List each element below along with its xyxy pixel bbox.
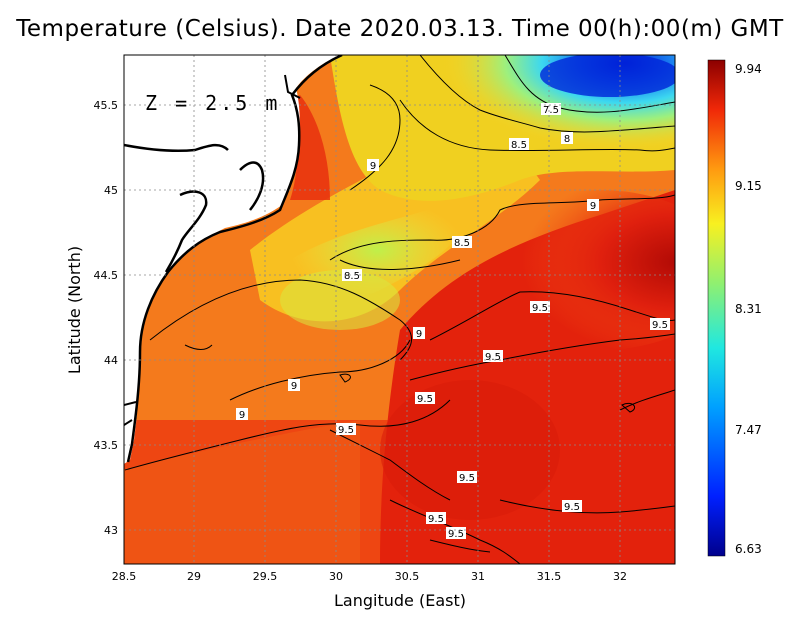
- svg-text:9: 9: [239, 410, 245, 421]
- x-tick: 31: [471, 570, 485, 583]
- colorbar: [707, 59, 726, 557]
- temperature-field: 7.5 8 8.5 9 9 8.5 8.5 9 9.5 9.5 9.5 9 9 …: [124, 55, 675, 564]
- y-tick: 43: [104, 524, 118, 537]
- y-tick: 44: [104, 354, 118, 367]
- svg-text:8.5: 8.5: [511, 140, 527, 151]
- x-tick: 30.5: [395, 570, 420, 583]
- svg-text:9.5: 9.5: [564, 502, 580, 513]
- svg-text:9.5: 9.5: [485, 352, 501, 363]
- coastline: [126, 55, 343, 463]
- svg-text:9: 9: [590, 201, 596, 212]
- svg-text:9.5: 9.5: [417, 394, 433, 405]
- colorbar-ticks: 9.94 9.15 8.31 7.47 6.63: [735, 62, 762, 556]
- svg-text:9.5: 9.5: [338, 425, 354, 436]
- x-tick: 29: [187, 570, 201, 583]
- svg-text:8.5: 8.5: [344, 271, 360, 282]
- colorbar-tick: 9.94: [735, 62, 762, 76]
- y-axis-ticks: 43 43.5 44 44.5 45 45.5: [94, 99, 119, 537]
- colorbar-tick: 8.31: [735, 302, 762, 316]
- svg-text:9.5: 9.5: [652, 320, 668, 331]
- svg-text:9: 9: [416, 329, 422, 340]
- y-tick: 43.5: [94, 439, 119, 452]
- x-tick: 32: [613, 570, 627, 583]
- svg-text:9.5: 9.5: [459, 473, 475, 484]
- land-area: [124, 55, 340, 464]
- svg-text:9.5: 9.5: [448, 529, 464, 540]
- x-axis-label: Langitude (East): [334, 591, 466, 610]
- svg-text:8.5: 8.5: [454, 238, 470, 249]
- depth-label: Z = 2.5 m: [145, 91, 280, 115]
- map-title: Temperature (Celsius). Date 2020.03.13. …: [16, 16, 784, 42]
- y-tick: 44.5: [94, 269, 119, 282]
- colorbar-tick: 9.15: [735, 179, 762, 193]
- x-tick: 28.5: [112, 570, 137, 583]
- y-tick: 45.5: [94, 99, 119, 112]
- x-tick: 29.5: [253, 570, 278, 583]
- contour-labels: 7.5 8 8.5 9 9 8.5 8.5 9 9.5 9.5 9.5 9 9 …: [236, 103, 670, 540]
- colorbar-tick: 7.47: [735, 423, 762, 437]
- svg-text:9.5: 9.5: [532, 303, 548, 314]
- svg-text:8: 8: [564, 134, 570, 145]
- x-tick: 31.5: [537, 570, 562, 583]
- svg-text:9: 9: [291, 381, 297, 392]
- grid-lines: [124, 55, 675, 564]
- svg-text:9: 9: [370, 161, 376, 172]
- colorbar-tick: 6.63: [735, 542, 762, 556]
- plot-frame: [123, 54, 676, 565]
- x-axis-ticks: 28.5 29 29.5 30 30.5 31 31.5 32: [112, 570, 627, 583]
- y-tick: 45: [104, 184, 118, 197]
- svg-text:9.5: 9.5: [428, 514, 444, 525]
- svg-text:7.5: 7.5: [543, 105, 559, 116]
- y-axis-label: Latitude (North): [65, 246, 84, 374]
- x-tick: 30: [329, 570, 343, 583]
